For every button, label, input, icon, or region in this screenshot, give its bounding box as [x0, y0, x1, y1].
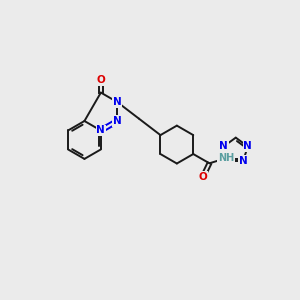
- Text: N: N: [97, 125, 105, 136]
- Text: N: N: [219, 141, 228, 152]
- Text: N: N: [113, 97, 122, 107]
- Text: N: N: [113, 116, 122, 126]
- Text: N: N: [239, 156, 248, 166]
- Text: NH: NH: [218, 153, 234, 163]
- Text: O: O: [199, 172, 207, 182]
- Text: N: N: [244, 141, 252, 152]
- Text: O: O: [97, 75, 105, 85]
